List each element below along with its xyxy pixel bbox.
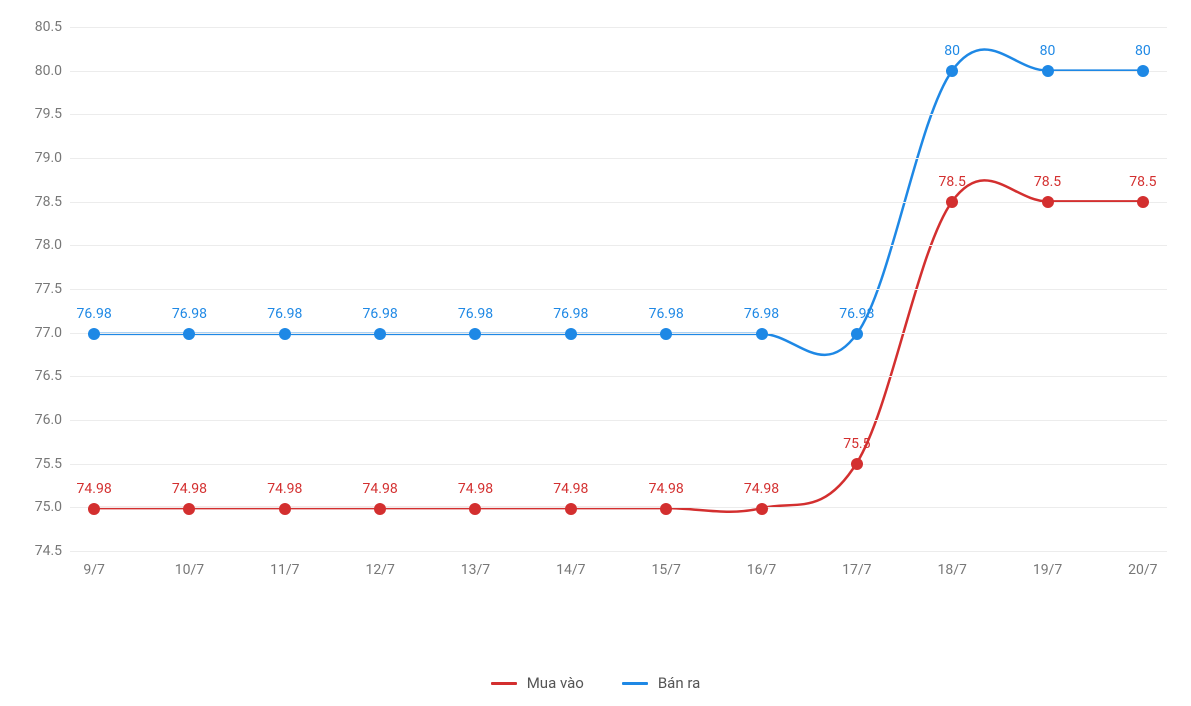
series-point-mua_vao bbox=[1137, 196, 1149, 208]
series-point-mua_vao bbox=[756, 503, 768, 515]
x-axis-label: 9/7 bbox=[83, 562, 105, 578]
gridline bbox=[70, 333, 1167, 334]
series-point-ban_ra bbox=[88, 328, 100, 340]
y-axis-label: 76.0 bbox=[35, 412, 62, 428]
gridline bbox=[70, 158, 1167, 159]
legend-label: Mua vào bbox=[527, 674, 584, 692]
gridline bbox=[70, 114, 1167, 115]
series-point-label-ban_ra: 76.98 bbox=[744, 306, 779, 322]
series-point-ban_ra bbox=[469, 328, 481, 340]
series-point-ban_ra bbox=[756, 328, 768, 340]
chart-canvas: 74.5 75.0 75.5 76.0 76.5 77.0 77.5 78.0 78.5 79.0… bbox=[18, 18, 1173, 630]
series-point-label-ban_ra: 76.98 bbox=[458, 306, 493, 322]
legend-swatch-mua_vao bbox=[491, 682, 517, 685]
y-axis-label: 74.5 bbox=[35, 543, 62, 559]
x-axis-label: 20/7 bbox=[1128, 562, 1157, 578]
y-axis-label: 75.0 bbox=[35, 499, 62, 515]
series-point-mua_vao bbox=[374, 503, 386, 515]
series-point-label-ban_ra: 76.98 bbox=[77, 306, 112, 322]
gridline bbox=[70, 245, 1167, 246]
x-axis-label: 14/7 bbox=[556, 562, 585, 578]
price-line-chart: 74.5 75.0 75.5 76.0 76.5 77.0 77.5 78.0 78.5 79.0… bbox=[18, 18, 1173, 692]
x-axis-label: 13/7 bbox=[461, 562, 490, 578]
series-point-ban_ra bbox=[851, 328, 863, 340]
series-point-label-mua_vao: 74.98 bbox=[649, 481, 684, 497]
series-point-label-mua_vao: 74.98 bbox=[553, 481, 588, 497]
legend: Mua vào Bán ra bbox=[18, 674, 1173, 692]
series-point-ban_ra bbox=[660, 328, 672, 340]
series-point-ban_ra bbox=[183, 328, 195, 340]
gridline bbox=[70, 27, 1167, 28]
series-point-label-ban_ra: 76.98 bbox=[839, 306, 874, 322]
gridline bbox=[70, 420, 1167, 421]
series-point-label-ban_ra: 76.98 bbox=[172, 306, 207, 322]
series-point-mua_vao bbox=[660, 503, 672, 515]
legend-item-ban_ra[interactable]: Bán ra bbox=[622, 674, 700, 692]
y-axis-label: 77.5 bbox=[35, 281, 62, 297]
series-point-ban_ra bbox=[279, 328, 291, 340]
series-point-label-ban_ra: 76.98 bbox=[363, 306, 398, 322]
series-point-label-ban_ra: 80 bbox=[1135, 43, 1151, 59]
gridline bbox=[70, 551, 1167, 552]
series-point-label-mua_vao: 78.5 bbox=[1129, 174, 1156, 190]
series-point-ban_ra bbox=[374, 328, 386, 340]
series-point-label-ban_ra: 76.98 bbox=[267, 306, 302, 322]
y-axis-label: 77.0 bbox=[35, 325, 62, 341]
gridline bbox=[70, 376, 1167, 377]
series-point-mua_vao bbox=[565, 503, 577, 515]
y-axis-label: 80.0 bbox=[35, 63, 62, 79]
y-axis-label: 78.5 bbox=[35, 194, 62, 210]
x-axis-label: 10/7 bbox=[175, 562, 204, 578]
series-point-mua_vao bbox=[279, 503, 291, 515]
legend-label: Bán ra bbox=[658, 674, 700, 692]
x-axis-label: 12/7 bbox=[365, 562, 394, 578]
series-point-label-ban_ra: 76.98 bbox=[553, 306, 588, 322]
series-point-mua_vao bbox=[183, 503, 195, 515]
x-axis-label: 11/7 bbox=[270, 562, 299, 578]
series-point-label-mua_vao: 74.98 bbox=[77, 481, 112, 497]
plot-area: 74.575.075.576.076.577.077.578.078.579.0… bbox=[70, 26, 1167, 550]
legend-swatch-ban_ra bbox=[622, 682, 648, 685]
series-point-label-mua_vao: 78.5 bbox=[1034, 174, 1061, 190]
series-point-mua_vao bbox=[469, 503, 481, 515]
series-point-label-ban_ra: 80 bbox=[944, 43, 960, 59]
x-axis-label: 18/7 bbox=[937, 562, 966, 578]
series-point-mua_vao bbox=[851, 458, 863, 470]
x-axis-label: 19/7 bbox=[1033, 562, 1062, 578]
gridline bbox=[70, 507, 1167, 508]
y-axis-label: 79.5 bbox=[35, 106, 62, 122]
series-point-label-mua_vao: 74.98 bbox=[363, 481, 398, 497]
series-point-ban_ra bbox=[565, 328, 577, 340]
x-axis-label: 17/7 bbox=[842, 562, 871, 578]
series-point-mua_vao bbox=[946, 196, 958, 208]
y-axis-label: 78.0 bbox=[35, 237, 62, 253]
y-axis-label: 76.5 bbox=[35, 368, 62, 384]
series-point-ban_ra bbox=[1042, 65, 1054, 77]
series-point-label-mua_vao: 75.5 bbox=[843, 436, 870, 452]
legend-item-mua_vao[interactable]: Mua vào bbox=[491, 674, 584, 692]
gridline bbox=[70, 464, 1167, 465]
x-axis-label: 15/7 bbox=[651, 562, 680, 578]
series-point-mua_vao bbox=[1042, 196, 1054, 208]
series-point-label-ban_ra: 80 bbox=[1040, 43, 1056, 59]
series-line-mua_vao bbox=[94, 180, 1143, 511]
series-point-mua_vao bbox=[88, 503, 100, 515]
x-axis-label: 16/7 bbox=[747, 562, 776, 578]
gridline bbox=[70, 202, 1167, 203]
gridline bbox=[70, 71, 1167, 72]
series-point-label-mua_vao: 74.98 bbox=[458, 481, 493, 497]
series-point-label-ban_ra: 76.98 bbox=[649, 306, 684, 322]
y-axis-label: 75.5 bbox=[35, 456, 62, 472]
series-point-label-mua_vao: 74.98 bbox=[267, 481, 302, 497]
series-point-label-mua_vao: 78.5 bbox=[939, 174, 966, 190]
y-axis-label: 80.5 bbox=[35, 19, 62, 35]
gridline bbox=[70, 289, 1167, 290]
series-point-ban_ra bbox=[1137, 65, 1149, 77]
series-point-label-mua_vao: 74.98 bbox=[744, 481, 779, 497]
y-axis-label: 79.0 bbox=[35, 150, 62, 166]
series-point-label-mua_vao: 74.98 bbox=[172, 481, 207, 497]
series-point-ban_ra bbox=[946, 65, 958, 77]
